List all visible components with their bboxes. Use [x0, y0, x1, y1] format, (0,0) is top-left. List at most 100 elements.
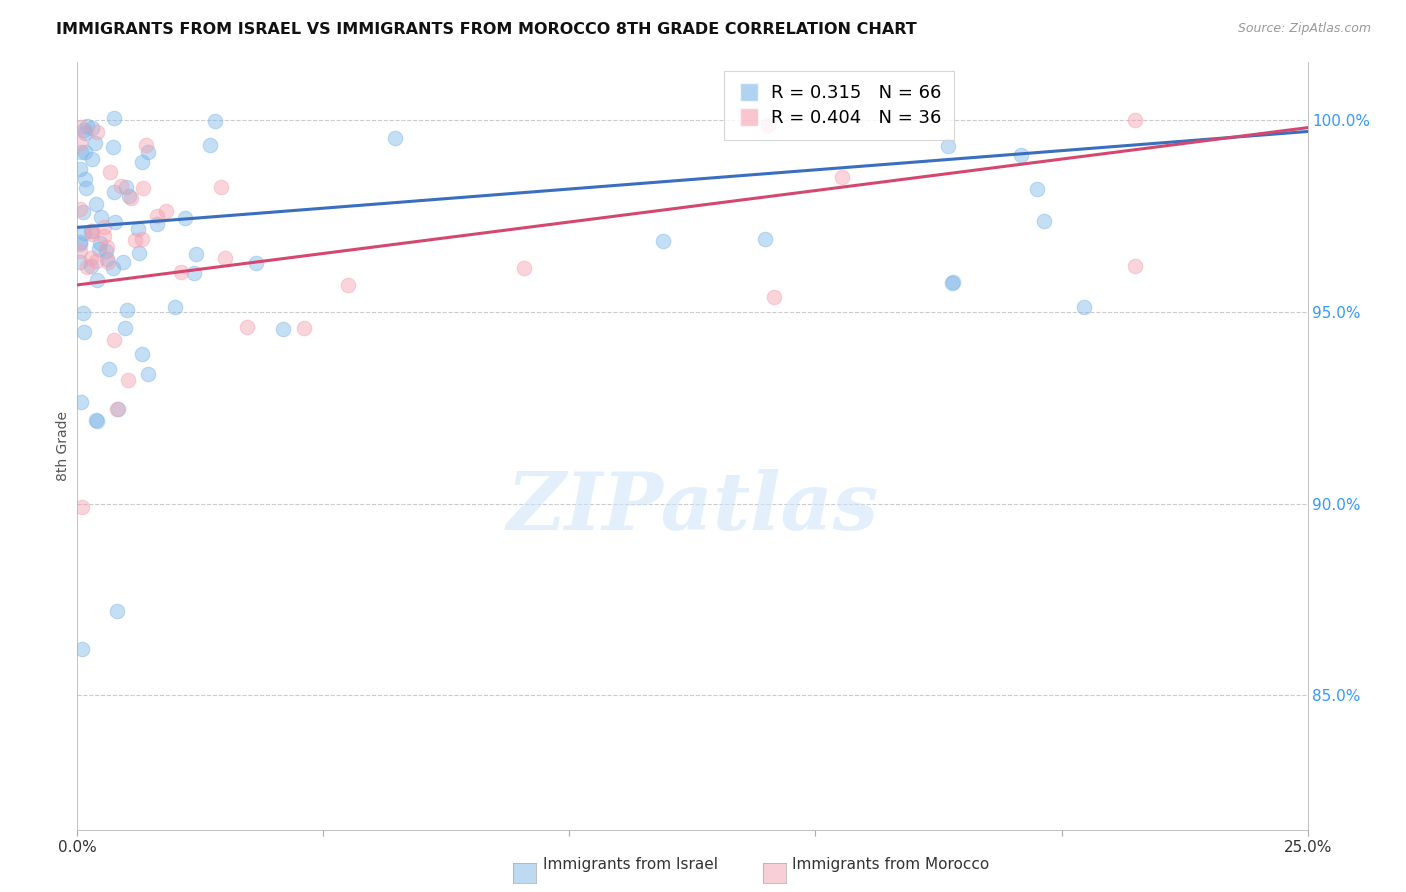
Point [128, 246, 150, 260]
Point [756, 118, 779, 132]
Point [384, 131, 406, 145]
Text: Immigrants from Morocco: Immigrants from Morocco [792, 857, 988, 872]
Point [1026, 182, 1049, 196]
Y-axis label: 8th Grade: 8th Grade [56, 411, 70, 481]
Point [105, 604, 128, 618]
Point [69, 395, 91, 409]
Point [73, 226, 96, 240]
Point [70, 145, 93, 160]
Point [155, 203, 177, 218]
Point [96, 252, 118, 267]
Point [117, 373, 139, 387]
Point [1123, 259, 1146, 273]
Point [97, 255, 120, 269]
Point [93, 229, 115, 244]
Point [127, 222, 149, 236]
Point [1125, 112, 1147, 127]
Point [75, 126, 97, 140]
Point [184, 247, 207, 261]
Point [754, 232, 776, 246]
Point [136, 145, 159, 159]
Point [76, 260, 98, 274]
Legend: R = 0.315   N = 66, R = 0.404   N = 36: R = 0.315 N = 66, R = 0.404 N = 36 [724, 71, 955, 140]
Point [131, 347, 153, 361]
Point [103, 215, 125, 229]
Point [101, 140, 124, 154]
Point [80, 227, 103, 241]
Point [111, 254, 134, 268]
Point [96, 240, 118, 254]
Point [98, 165, 121, 179]
Point [103, 185, 125, 199]
Point [80, 224, 103, 238]
Point [73, 145, 96, 159]
Point [942, 275, 965, 289]
Point [80, 121, 103, 136]
Point [513, 260, 536, 275]
Text: IMMIGRANTS FROM ISRAEL VS IMMIGRANTS FROM MOROCCO 8TH GRADE CORRELATION CHART: IMMIGRANTS FROM ISRAEL VS IMMIGRANTS FRO… [56, 22, 917, 37]
Point [86, 414, 108, 428]
Point [165, 300, 187, 314]
Point [90, 211, 112, 225]
Point [94, 244, 117, 259]
Point [103, 333, 125, 347]
Point [84, 197, 107, 211]
Point [173, 211, 195, 225]
Text: Source: ZipAtlas.com: Source: ZipAtlas.com [1237, 22, 1371, 36]
Point [236, 320, 259, 334]
Point [118, 188, 141, 202]
Point [135, 138, 157, 153]
Point [84, 136, 107, 150]
Point [1073, 300, 1095, 314]
Point [170, 265, 193, 279]
Point [941, 277, 963, 291]
Point [292, 320, 315, 334]
Point [69, 235, 91, 249]
Point [73, 123, 96, 137]
Point [204, 114, 226, 128]
Point [84, 254, 107, 268]
Point [105, 401, 128, 416]
Point [70, 500, 93, 515]
Point [183, 266, 205, 280]
Point [273, 322, 295, 336]
Point [145, 218, 167, 232]
Point [97, 362, 120, 376]
Point [114, 321, 136, 335]
Point [103, 112, 125, 126]
Point [337, 277, 360, 292]
Point [938, 139, 960, 153]
Point [652, 234, 675, 248]
Point [209, 179, 232, 194]
Point [1010, 148, 1032, 162]
Point [114, 180, 136, 194]
Point [145, 209, 167, 223]
Point [72, 205, 94, 219]
Point [84, 412, 107, 426]
Point [80, 152, 103, 166]
Point [831, 169, 853, 184]
Point [110, 179, 132, 194]
Point [762, 289, 785, 303]
Point [69, 254, 91, 268]
Point [103, 260, 125, 275]
Point [136, 367, 159, 381]
Point [75, 181, 97, 195]
Point [117, 302, 139, 317]
Point [131, 231, 153, 245]
Point [93, 220, 115, 235]
Point [75, 172, 97, 186]
Point [86, 273, 108, 287]
Point [120, 191, 142, 205]
Point [69, 244, 91, 258]
Point [214, 251, 236, 265]
Text: Immigrants from Israel: Immigrants from Israel [543, 857, 717, 872]
Point [69, 162, 91, 177]
Point [72, 306, 94, 320]
Point [132, 181, 155, 195]
Point [80, 260, 103, 274]
Point [1033, 214, 1056, 228]
Point [72, 326, 94, 340]
Point [89, 243, 111, 257]
Point [80, 252, 103, 266]
